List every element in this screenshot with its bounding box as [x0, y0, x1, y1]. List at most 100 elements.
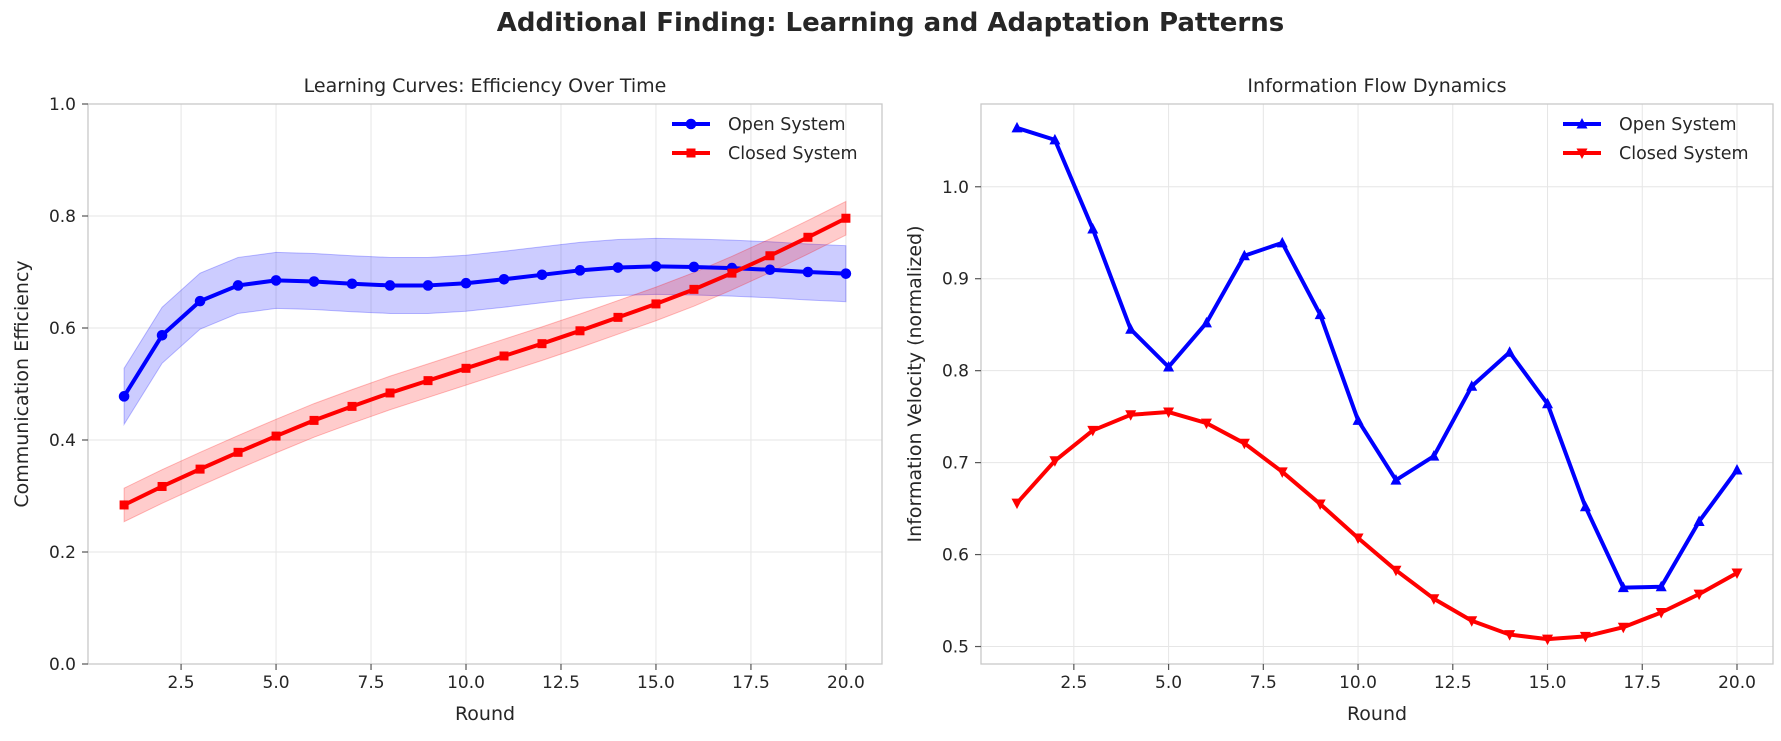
- data-point: [1731, 463, 1743, 475]
- data-point: [1504, 630, 1516, 641]
- y-axis-label: Information Velocity (normalized): [904, 226, 926, 543]
- legend-swatch-marker: [685, 118, 697, 130]
- data-point: [1579, 500, 1591, 512]
- x-tick-label: 20.0: [827, 673, 865, 693]
- y-tick-label: 0.2: [49, 543, 76, 563]
- data-point: [423, 376, 433, 386]
- series-markers-1: [119, 213, 851, 510]
- data-point: [536, 269, 548, 281]
- data-point: [232, 280, 244, 291]
- plot-frame: [980, 103, 1774, 665]
- data-point: [1693, 589, 1705, 601]
- data-point: [613, 312, 623, 322]
- series-markers-0: [1011, 121, 1743, 593]
- figure-title: Additional Finding: Learning and Adaptat…: [496, 8, 1285, 38]
- data-point: [841, 213, 851, 223]
- y-tick-label: 0.4: [49, 431, 76, 451]
- data-point: [1655, 608, 1667, 619]
- x-axis-label: Round: [455, 703, 515, 725]
- series-line-0: [122, 264, 848, 399]
- legend-label: Open System: [728, 115, 846, 135]
- plot-frame: [87, 103, 883, 665]
- legend-label: Closed System: [728, 144, 858, 164]
- data-point: [1200, 418, 1212, 430]
- data-point: [1163, 407, 1175, 419]
- data-point: [233, 447, 243, 457]
- legend: Open System Closed System: [1563, 115, 1749, 164]
- data-point: [1390, 565, 1402, 577]
- data-point: [1276, 236, 1288, 248]
- data-point: [194, 295, 206, 307]
- data-point: [384, 280, 396, 291]
- x-tick-label: 17.5: [1623, 673, 1661, 693]
- data-point: [1049, 133, 1061, 145]
- series-band-0: [123, 237, 847, 427]
- legend-label: Closed System: [1619, 144, 1749, 164]
- data-point: [1352, 533, 1364, 545]
- y-tick-label: 1.0: [942, 178, 969, 198]
- data-point: [156, 329, 168, 341]
- series-markers-1: [1011, 407, 1743, 646]
- y-tick-label: 0.8: [49, 207, 76, 227]
- series-line-1: [122, 216, 848, 507]
- data-point: [346, 278, 358, 290]
- data-point: [1731, 568, 1743, 579]
- legend-swatch-marker: [1576, 148, 1588, 159]
- series-line-1: [1015, 410, 1739, 642]
- grid-lines: [88, 103, 882, 665]
- data-point: [765, 251, 775, 261]
- data-point: [764, 264, 776, 276]
- data-point: [271, 431, 281, 441]
- data-point: [1466, 380, 1478, 391]
- legend: Open System Closed System: [672, 115, 858, 164]
- data-point: [1087, 425, 1099, 437]
- data-point: [460, 277, 472, 289]
- data-point: [461, 363, 471, 373]
- data-point: [1542, 397, 1554, 409]
- data-point: [1352, 414, 1364, 425]
- x-tick-label: 2.5: [168, 673, 195, 693]
- data-point: [157, 481, 167, 491]
- chart-panel-information-flow: 2.5 5.0 7.5 10.0 12.5 15.0 17.5 20.0 0.5 0.6 0.7 0.…: [904, 75, 1774, 725]
- data-point: [309, 415, 319, 425]
- data-point: [347, 401, 357, 411]
- data-point: [727, 268, 737, 278]
- x-tick-label: 7.5: [358, 673, 385, 693]
- y-tick-label: 1.0: [49, 95, 76, 115]
- data-point: [537, 339, 547, 349]
- data-point: [688, 261, 700, 273]
- data-point: [1238, 438, 1250, 450]
- data-point: [1390, 474, 1402, 485]
- data-point: [1125, 410, 1137, 421]
- y-tick-label: 0.0: [49, 655, 76, 675]
- data-point: [689, 284, 699, 294]
- x-tick-label: 5.0: [1155, 673, 1182, 693]
- x-tick-label: 2.5: [1060, 673, 1087, 693]
- y-tick-label: 0.9: [942, 270, 969, 290]
- y-tick-label: 0.7: [942, 454, 969, 474]
- y-tick-label: 0.8: [942, 362, 969, 382]
- data-point: [802, 266, 814, 278]
- chart-panel-learning-curves: 2.5 5.0 7.5 10.0 12.5 15.0 17.5 20.0 0.0 0.2 0.4 0.…: [11, 75, 883, 725]
- y-tick-label: 0.5: [942, 638, 969, 658]
- data-point: [651, 299, 661, 309]
- data-point: [1125, 323, 1137, 334]
- data-point: [1314, 308, 1326, 320]
- x-tick-label: 10.0: [1339, 673, 1377, 693]
- data-point: [1655, 580, 1667, 592]
- legend-swatch-marker: [1576, 118, 1588, 129]
- chart-title: Information Flow Dynamics: [1247, 75, 1506, 97]
- x-tick-label: 12.5: [1434, 673, 1472, 693]
- x-tick-label: 15.0: [1529, 673, 1567, 693]
- data-point: [612, 262, 624, 273]
- x-tick-label: 10.0: [447, 673, 485, 693]
- data-point: [195, 464, 205, 474]
- data-point: [1163, 360, 1175, 372]
- x-tick-label: 15.0: [637, 673, 675, 693]
- data-point: [1314, 499, 1326, 510]
- data-point: [1504, 346, 1516, 357]
- data-point: [1693, 515, 1705, 526]
- data-point: [1200, 316, 1212, 328]
- data-point: [119, 500, 129, 510]
- x-axis-label: Round: [1347, 703, 1407, 725]
